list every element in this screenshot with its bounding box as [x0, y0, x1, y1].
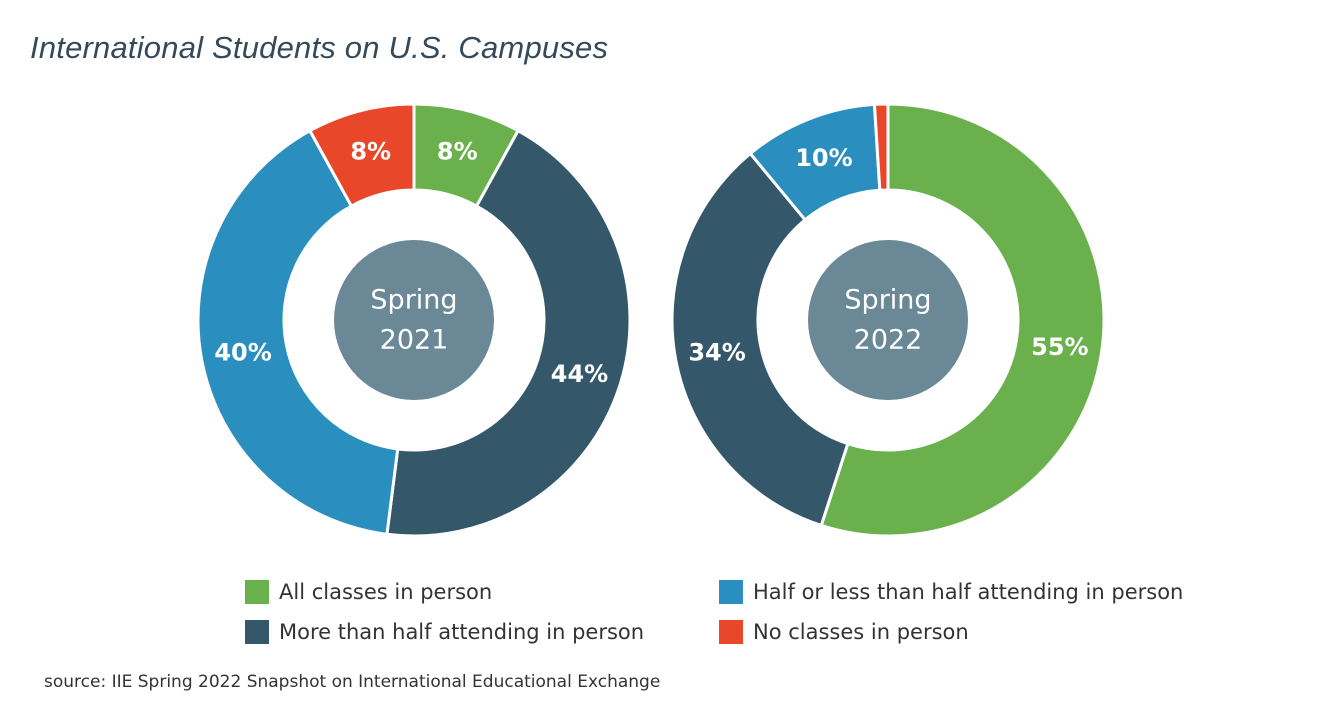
legend-swatch [719, 620, 743, 644]
donut-charts: 8% 44% 40% 8% Spring 2021 55% 34% 10% Spring 2022 [196, 102, 1106, 538]
legend-label: Half or less than half attending in pers… [753, 580, 1184, 604]
center-circle [334, 240, 494, 400]
slice-no-classes-in-person [307, 102, 416, 209]
donut-spring-2021: 8% 44% 40% 8% Spring 2021 [196, 102, 632, 538]
chart-title: International Students on U.S. Campuses [30, 30, 609, 65]
legend-swatch [245, 580, 269, 604]
legend-item-half-or-less: Half or less than half attending in pers… [719, 580, 1183, 604]
legend-label: All classes in person [279, 580, 493, 604]
legend-label: More than half attending in person [279, 620, 645, 644]
slice-no-classes-in-person [872, 102, 890, 192]
slice-half-or-less-than-half-attending-in-person [196, 128, 400, 536]
slice-label-no-classes-in-person: 8% [350, 137, 391, 165]
slice-label-more-than-half-attending-in-person: 34% [688, 339, 745, 367]
center-circle [808, 240, 968, 400]
legend-item-more-than-half: More than half attending in person [245, 620, 644, 644]
center-label-line: Spring [370, 285, 457, 316]
center-label-line: 2022 [854, 325, 923, 356]
slice-label-half-or-less-than-half-attending-in-person: 10% [795, 144, 852, 172]
center-label-line: Spring [844, 285, 931, 316]
center-label-line: 2021 [380, 325, 449, 356]
legend-swatch [719, 580, 743, 604]
source-note: source: IIE Spring 2022 Snapshot on Inte… [44, 672, 661, 692]
slice-more-than-half-attending-in-person [670, 151, 850, 528]
slice-more-than-half-attending-in-person [385, 128, 632, 538]
legend-label: No classes in person [753, 620, 969, 644]
slice-label-all-classes-in-person: 55% [1031, 333, 1088, 361]
donut-spring-2022: 55% 34% 10% Spring 2022 [670, 102, 1106, 538]
slice-label-half-or-less-than-half-attending-in-person: 40% [214, 339, 271, 367]
slice-label-more-than-half-attending-in-person: 44% [551, 360, 608, 388]
legend-item-none-in-person: No classes in person [719, 620, 969, 644]
legend-item-all-in-person: All classes in person [245, 580, 492, 604]
legend: All classes in person Half or less than … [245, 580, 1205, 656]
slice-all-classes-in-person [819, 102, 1106, 538]
slice-label-all-classes-in-person: 8% [437, 137, 478, 165]
legend-swatch [245, 620, 269, 644]
